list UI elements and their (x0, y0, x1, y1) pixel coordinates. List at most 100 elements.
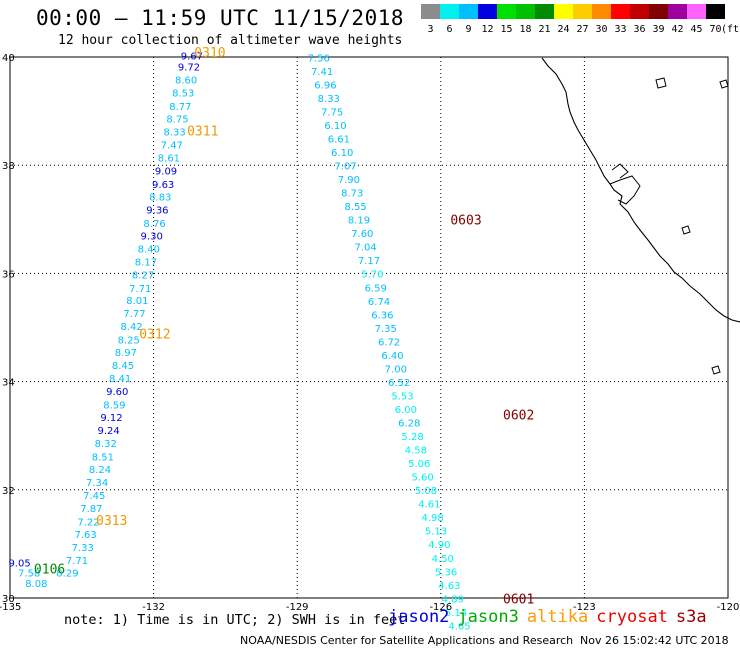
channel-island-4 (719, 79, 729, 89)
footer-note: note: 1) Time is in UTC; 2) SWH is in fe… (64, 612, 406, 628)
lat-tick-label: 34 (2, 378, 15, 389)
axis-tick-labels: -135 -132 -129 -126 -123 -120 30 32 34 36 38 40 (0, 53, 739, 613)
scale-label-24: 24 (557, 24, 570, 35)
pass-id-label: 0602 (503, 408, 534, 423)
legend-s3a: s3a (675, 607, 707, 627)
wave-height-label: 8.32 (95, 439, 117, 450)
wave-height-label: 7.60 (351, 229, 373, 240)
pass-id-label: 0601 (503, 592, 534, 607)
wave-height-label: 8.01 (126, 296, 148, 307)
wave-height-label: 5.08 (415, 486, 437, 497)
wave-height-label: 5.14 (445, 608, 467, 619)
wave-height-label: 4.63 (438, 581, 460, 592)
wave-height-label: 8.59 (103, 401, 125, 412)
wave-height-label: 6.00 (395, 405, 417, 416)
lat-tick-label: 38 (2, 161, 15, 172)
legend-jason2: jason2 (388, 607, 450, 627)
wave-height-label: 9.63 (152, 180, 174, 191)
scale-label-33: 33 (614, 24, 627, 35)
wave-height-label: 7.56 (308, 53, 330, 64)
scale-label-6: 6 (446, 24, 453, 35)
wave-height-label: 9.72 (178, 63, 200, 74)
wave-height-label: 8.53 (172, 88, 194, 99)
wave-height-label: 9.30 (141, 231, 163, 242)
lat-lon-grid (9, 56, 729, 599)
channel-island-3 (711, 365, 721, 375)
wave-height-label: 8.75 (166, 114, 188, 125)
wave-height-label: 8.61 (158, 153, 180, 164)
wave-height-label: 9.09 (155, 166, 177, 177)
lat-tick-label: 32 (2, 486, 15, 497)
california-coastline (541, 57, 740, 323)
scale-swatch-27 (573, 4, 592, 19)
wave-height-label: 7.75 (321, 107, 343, 118)
scale-label-12: 12 (481, 24, 494, 35)
wave-height-label: 7.33 (72, 543, 94, 554)
wave-height-label: 7.41 (311, 67, 333, 78)
lat-tick-label: 30 (2, 594, 15, 605)
wave-height-label: 5.36 (435, 567, 457, 578)
wave-height-label: 5.13 (425, 527, 447, 538)
wave-height-label: 8.24 (89, 465, 111, 476)
footer-timestamp: Nov 26 15:02:42 UTC 2018 (580, 634, 729, 647)
wave-height-label: 4.65 (448, 621, 470, 632)
pass-id-label: 0313 (96, 514, 127, 529)
scale-swatch-33 (611, 4, 630, 19)
wave-height-label: 9.12 (100, 413, 122, 424)
lon-tick-label: -129 (286, 602, 309, 613)
wave-height-label: 8.83 (149, 192, 171, 203)
pass-id-label: 0312 (139, 327, 170, 342)
lon-tick-label: -135 (0, 602, 21, 613)
wave-height-label: 6.10 (331, 148, 353, 159)
wave-height-tracks: 9.679.72 8.608.53 8.778.75 8.33 7.47 8.61 9.09… (8, 52, 470, 633)
wave-height-label: 8.08 (25, 579, 47, 590)
wave-height-label: 9.60 (106, 387, 128, 398)
scale-label-39: 39 (652, 24, 665, 35)
wave-height-label: 8.60 (175, 76, 197, 87)
legend-cryosat: cryosat (596, 607, 668, 627)
wave-height-label: 9.24 (97, 426, 119, 437)
wave-height-label: 7.71 (129, 284, 151, 295)
wave-height-label: 5.53 (391, 391, 413, 402)
wave-height-label: 4.98 (422, 513, 444, 524)
wave-height-label: 7.63 (74, 530, 96, 541)
scale-label-3: 3 (427, 24, 434, 35)
wave-height-label: 8.29 (56, 568, 78, 579)
wave-height-label: 4.61 (418, 500, 440, 511)
legend-altika: altika (526, 607, 589, 627)
scale-label-27: 27 (576, 24, 589, 35)
wave-height-label: 6.40 (381, 351, 403, 362)
wave-height-label: 7.34 (86, 478, 108, 489)
wave-height-label: 8.51 (92, 453, 114, 464)
wave-height-label: 7.07 (334, 162, 356, 173)
wave-height-label: 6.59 (365, 283, 387, 294)
wave-height-label: 7.35 (375, 324, 397, 335)
scale-label-9: 9 (465, 24, 472, 35)
wave-height-label: 7.45 (83, 491, 105, 502)
scale-swatch-39 (649, 4, 668, 19)
scale-label-15: 15 (500, 24, 513, 35)
lon-tick-label: -123 (573, 602, 596, 613)
wave-height-label: 8.40 (138, 244, 160, 255)
pass-labels: 0310 0311 0312 0313 0106 0603 0602 0601 (34, 46, 534, 607)
wave-height-label: 4.90 (428, 540, 450, 551)
scale-label-42: 42 (671, 24, 684, 35)
wave-height-label: 8.76 (143, 219, 165, 230)
pass-id-label: 0603 (450, 214, 481, 229)
wave-height-label: 8.25 (118, 336, 140, 347)
wave-height-label: 4.50 (432, 554, 454, 565)
wave-height-label: 8.97 (115, 348, 137, 359)
wave-height-label: 9.05 (8, 559, 30, 570)
wave-height-label: 7.22 (77, 518, 99, 529)
wave-height-label: 7.77 (123, 309, 145, 320)
wave-height-label: 7.00 (385, 364, 407, 375)
scale-swatch-18 (516, 4, 535, 19)
wave-height-label: 7.47 (161, 140, 183, 151)
satellite-legend: jason2 jason3 altika cryosat s3a (388, 607, 715, 627)
wave-height-label: 7.90 (338, 175, 360, 186)
legend-jason3: jason3 (457, 607, 519, 627)
wave-height-label: 8.73 (341, 189, 363, 200)
scale-swatch-70 (706, 4, 725, 19)
wave-height-label: 8.27 (132, 270, 154, 281)
